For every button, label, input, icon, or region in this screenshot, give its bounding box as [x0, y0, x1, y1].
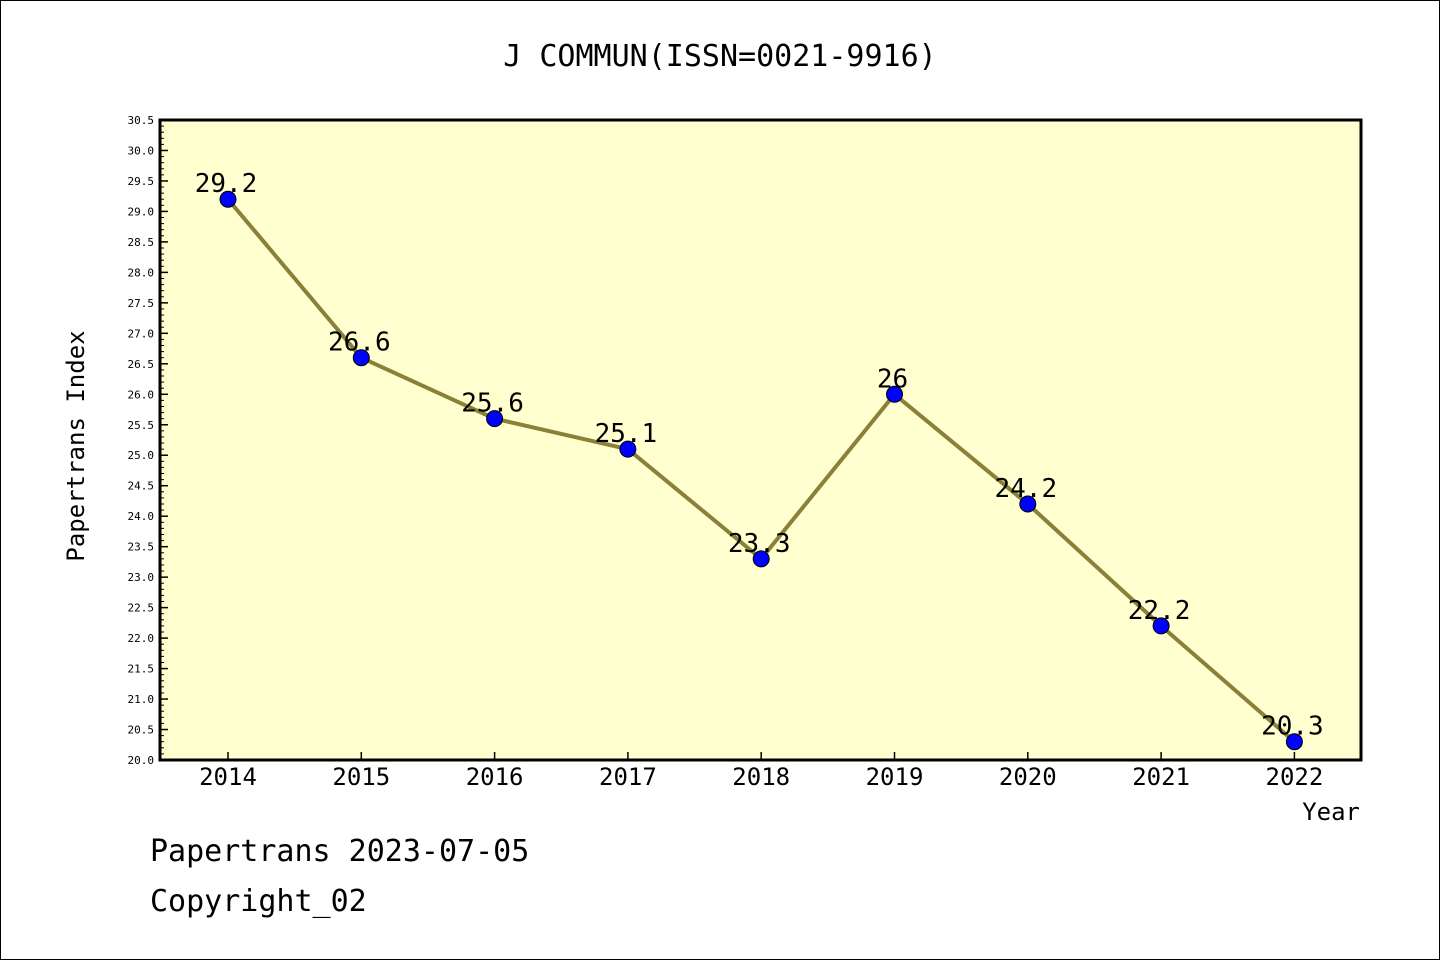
- data-labels: 29.2 26.6 25.6 25.1 23.3 26 24.2 22.2 20.3: [195, 169, 1324, 741]
- data-label: 20.3: [1261, 712, 1324, 742]
- x-tick-label: 2020: [999, 763, 1057, 791]
- y-tick-label: 26.5: [128, 358, 155, 371]
- y-tick-label: 26.0: [128, 388, 155, 401]
- data-point: [352, 349, 370, 367]
- y-tick-label: 24.5: [128, 480, 155, 493]
- series-markers: [219, 190, 1303, 751]
- plot-area: [158, 118, 1363, 762]
- y-tick-label: 23.0: [128, 571, 155, 584]
- chart-title: J COMMUN(ISSN=0021-9916): [503, 39, 936, 74]
- data-point: [1152, 617, 1170, 635]
- data-point: [1285, 733, 1303, 751]
- x-tick-label: 2018: [732, 763, 790, 791]
- x-axis-label: Year: [1302, 798, 1360, 826]
- x-tick-label: 2014: [199, 763, 257, 791]
- data-label: 29.2: [195, 169, 258, 199]
- x-axis: 2014 2015 2016 2017 2018 2019 2020 2021 2022: [199, 752, 1323, 791]
- y-tick-label: 27.0: [128, 327, 155, 340]
- data-point: [886, 385, 903, 403]
- y-axis-label: Papertrans Index: [62, 330, 90, 561]
- data-label: 26: [877, 364, 908, 394]
- data-label: 25.1: [595, 419, 658, 449]
- data-point: [219, 190, 237, 208]
- y-tick-label: 25.5: [128, 419, 155, 432]
- x-tick-label: 2021: [1132, 763, 1190, 791]
- footer-copyright: Copyright_02: [150, 884, 367, 919]
- y-axis: 20.0 20.5 21.0 21.5 22.0 22.5 23.0 23.5 24.0 24.5…: [128, 114, 168, 767]
- y-tick-label: 28.0: [128, 266, 155, 279]
- data-label: 23.3: [728, 529, 791, 559]
- data-point: [619, 440, 637, 458]
- data-point: [486, 410, 504, 428]
- x-tick-label: 2019: [866, 763, 924, 791]
- y-tick-label: 20.5: [128, 724, 155, 737]
- y-tick-label: 29.0: [128, 205, 155, 218]
- data-label: 24.2: [994, 474, 1057, 504]
- y-tick-label: 25.0: [128, 449, 155, 462]
- y-tick-label: 27.5: [128, 297, 155, 310]
- footer-source-date: Papertrans 2023-07-05: [150, 834, 530, 869]
- x-tick-label: 2015: [332, 763, 390, 791]
- y-tick-label: 24.0: [128, 510, 155, 523]
- y-tick-label: 29.5: [128, 175, 155, 188]
- data-label: 22.2: [1128, 596, 1191, 626]
- y-tick-label: 28.5: [128, 236, 155, 249]
- x-tick-label: 2022: [1266, 763, 1324, 791]
- y-tick-label: 21.0: [128, 693, 155, 706]
- data-label: 25.6: [461, 389, 524, 419]
- data-point: [752, 550, 770, 568]
- y-tick-label: 30.5: [128, 114, 155, 127]
- x-tick-label: 2017: [599, 763, 657, 791]
- y-tick-label: 21.5: [128, 663, 155, 676]
- data-label: 26.6: [328, 328, 391, 358]
- y-tick-label: 30.0: [128, 144, 155, 157]
- x-tick-label: 2016: [466, 763, 524, 791]
- y-tick-label: 22.5: [128, 602, 155, 615]
- y-tick-label: 23.5: [128, 541, 155, 554]
- data-point: [1019, 495, 1037, 513]
- y-tick-label: 22.0: [128, 632, 155, 645]
- y-tick-label: 20.0: [128, 754, 155, 767]
